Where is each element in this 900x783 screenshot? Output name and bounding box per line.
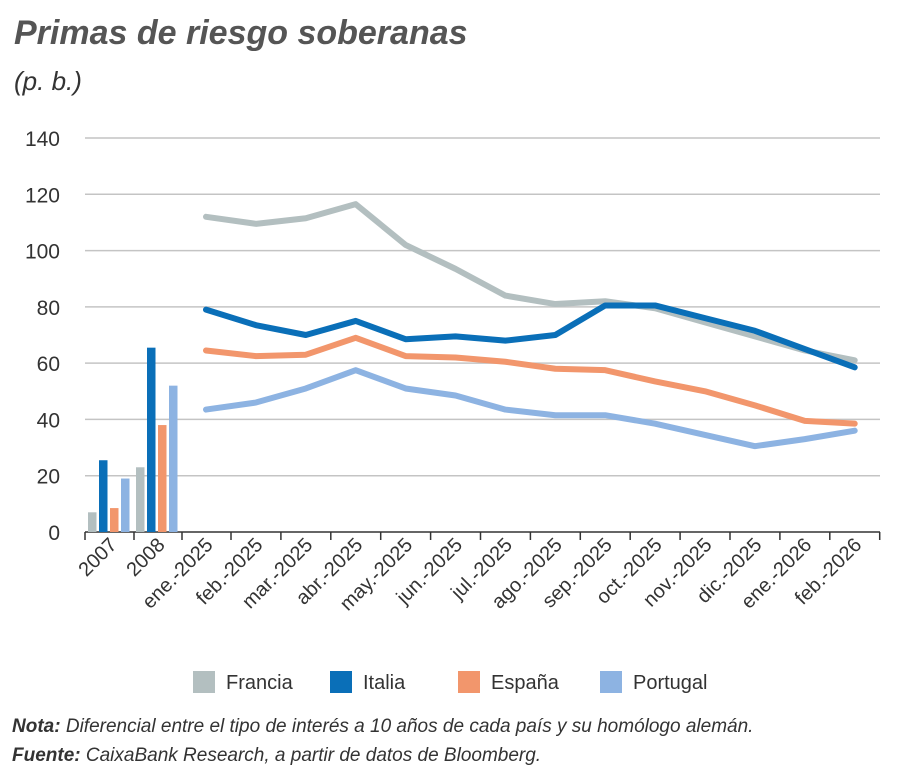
y-tick-label: 0: [48, 522, 60, 545]
bar-españa: [110, 508, 119, 532]
line-italia: [203, 302, 858, 371]
bar-italia: [147, 347, 156, 532]
y-tick-label: 80: [37, 297, 60, 320]
x-tick-label: 2007: [75, 534, 122, 581]
chart-subtitle: (p. b.): [14, 66, 82, 96]
legend-label: España: [491, 672, 560, 694]
chart-title: Primas de riesgo soberanas: [14, 14, 468, 52]
source: Fuente: CaixaBank Research, a partir de …: [12, 745, 541, 767]
y-tick-label: 60: [37, 353, 60, 376]
legend-swatch: [330, 671, 352, 693]
note-label: Nota:: [12, 716, 61, 737]
y-tick-label: 120: [25, 184, 60, 207]
bar-españa: [158, 425, 167, 532]
bar-italia: [99, 460, 108, 532]
line-portugal: [203, 367, 858, 450]
note-text: Diferencial entre el tipo de interés a 1…: [60, 716, 754, 737]
bar-portugal: [121, 478, 130, 532]
y-tick-label: 40: [37, 409, 60, 432]
legend-swatch: [193, 671, 215, 693]
y-tick-label: 140: [25, 128, 60, 151]
legend-label: Francia: [226, 672, 294, 694]
legend-label: Italia: [363, 672, 406, 694]
y-tick-label: 100: [25, 241, 60, 264]
legend-label: Portugal: [633, 672, 708, 694]
source-text: CaixaBank Research, a partir de datos de…: [80, 745, 542, 766]
note: Nota: Diferencial entre el tipo de inter…: [12, 716, 753, 738]
legend-swatch: [458, 671, 480, 693]
line-francia: [203, 201, 858, 364]
legend-swatch: [600, 671, 622, 693]
bar-francia: [88, 512, 97, 532]
y-tick-label: 20: [37, 466, 60, 489]
source-label: Fuente:: [12, 745, 81, 766]
line-españa: [203, 334, 858, 427]
bar-francia: [136, 467, 145, 532]
bar-portugal: [169, 385, 178, 532]
